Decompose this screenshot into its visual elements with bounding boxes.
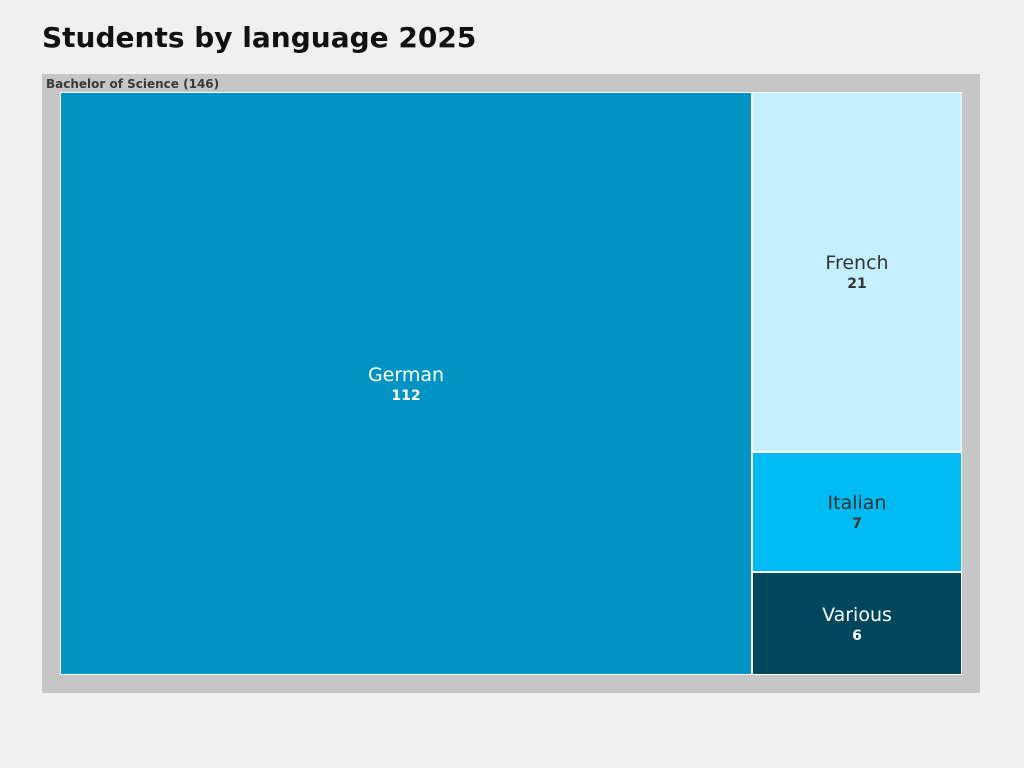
tile-name-label: Italian [827, 492, 887, 514]
treemap-tile-various[interactable]: Various 6 [752, 572, 962, 675]
treemap-tile-italian[interactable]: Italian 7 [752, 452, 962, 572]
tile-name-label: Various [822, 603, 892, 626]
treemap-tiles: German 112 French 21 Italian 7 Various 6 [60, 92, 962, 675]
tile-value-label: 112 [391, 387, 421, 404]
tile-label: German 112 [61, 363, 751, 405]
tile-value-label: 7 [852, 516, 862, 532]
tile-value-label: 21 [847, 276, 867, 292]
group-label: Bachelor of Science (146) [46, 77, 220, 91]
tile-name-label: German [367, 363, 445, 386]
chart-title: Students by language 2025 [42, 21, 477, 54]
tile-label: French 21 [753, 251, 961, 293]
tile-label: Various 6 [753, 603, 961, 645]
tile-label: Italian 7 [753, 491, 961, 533]
treemap-tile-french[interactable]: French 21 [752, 92, 962, 452]
tile-name-label: French [825, 252, 889, 274]
treemap-tile-german[interactable]: German 112 [60, 92, 752, 675]
tile-value-label: 6 [852, 627, 862, 644]
treemap-group-bachelor-of-science[interactable]: Bachelor of Science (146) German 112 Frenc… [42, 74, 980, 693]
